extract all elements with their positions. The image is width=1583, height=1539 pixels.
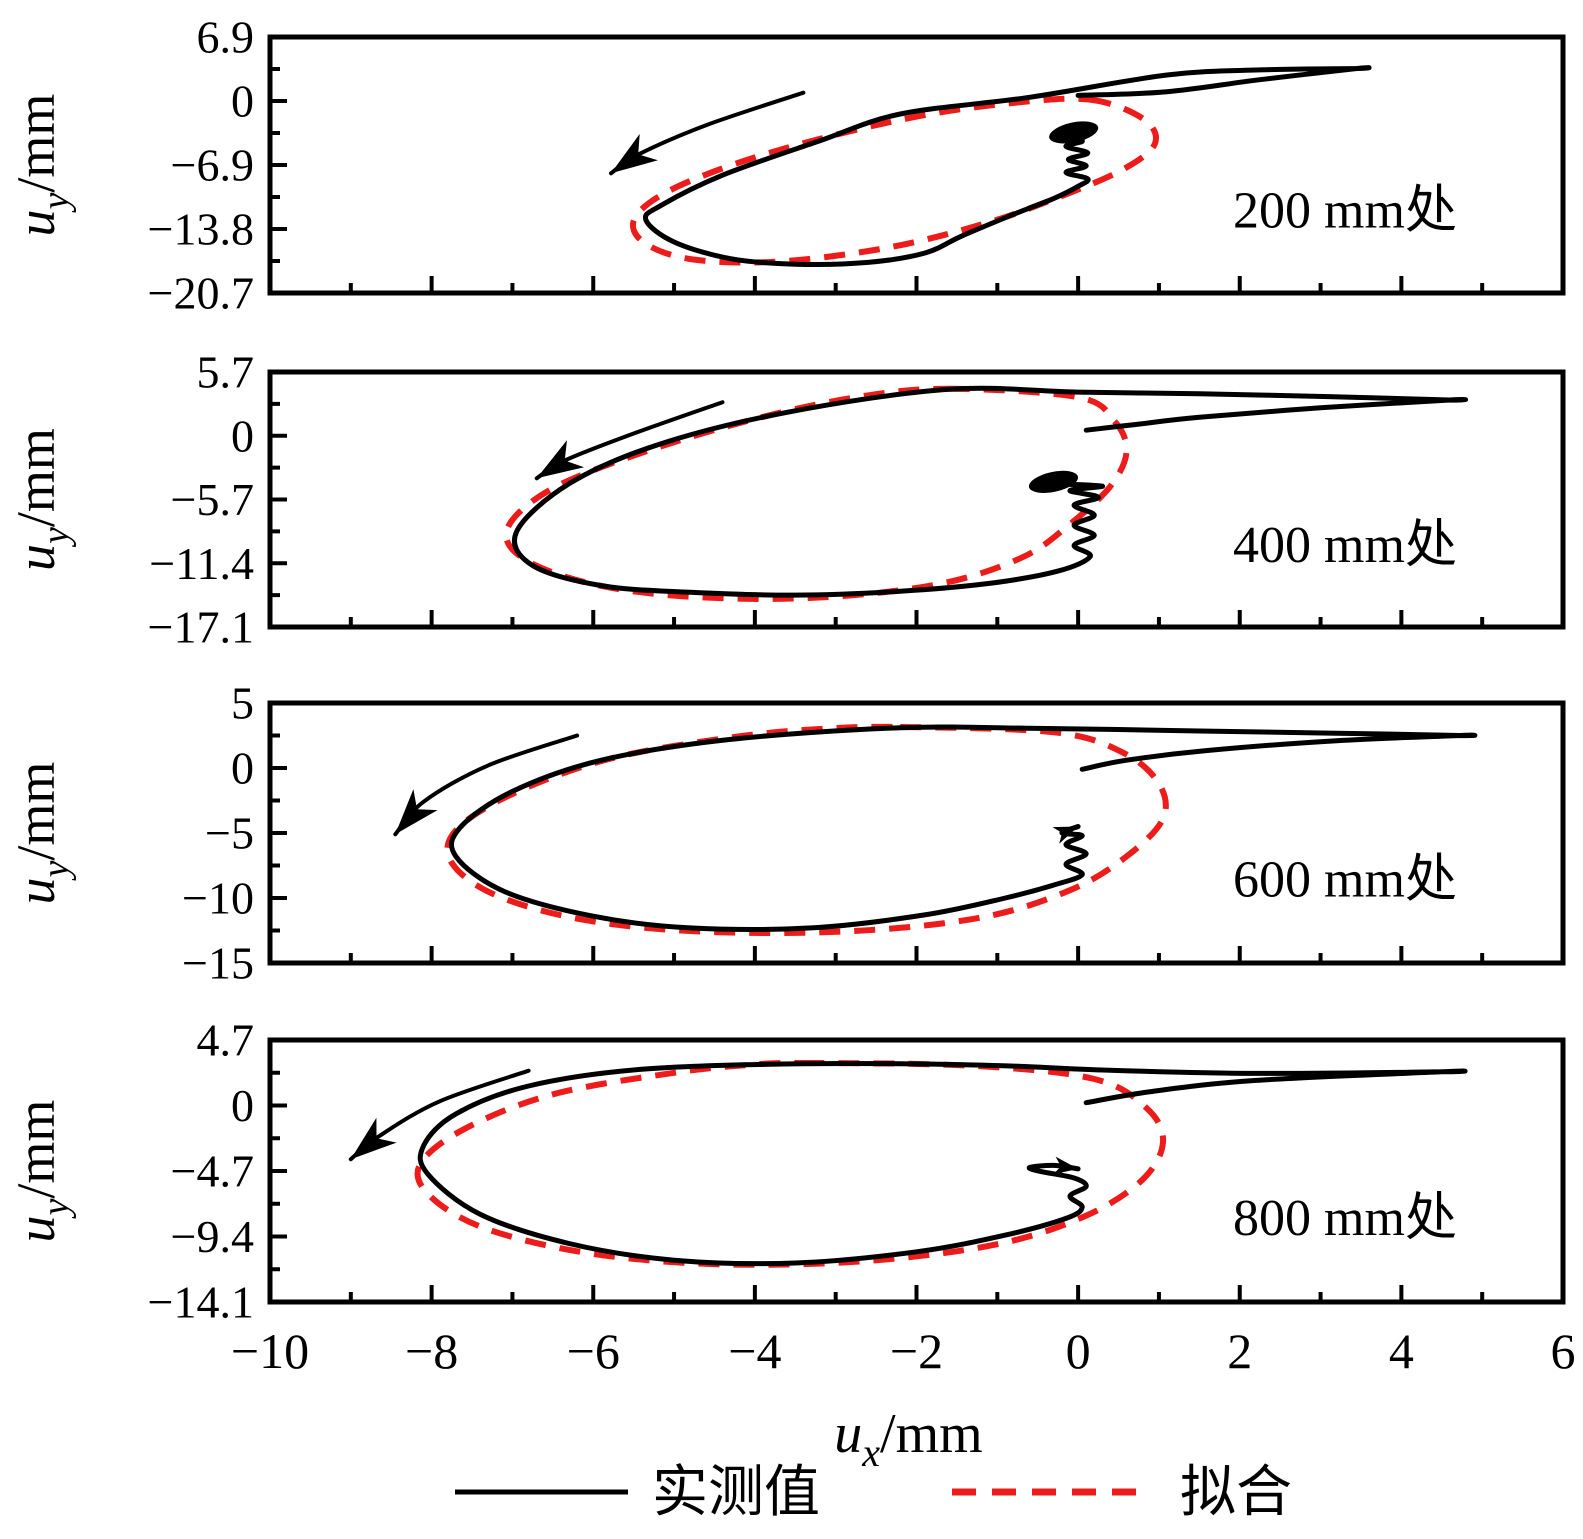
y-axis-title: uy/mm [6, 762, 77, 905]
location-label: 800 mm处 [1233, 1190, 1457, 1247]
y-tick-label: 5.7 [197, 347, 255, 398]
y-tick-label: −4.7 [171, 1146, 254, 1197]
squiggle-end-arrowhead [1053, 1156, 1079, 1175]
y-tick-label: 0 [231, 410, 254, 461]
x-tick-label: −6 [567, 1323, 620, 1379]
panel-frame [267, 369, 1566, 630]
x-tick-label: 0 [1066, 1323, 1091, 1379]
legend-fit-label: 拟合 [1180, 1462, 1292, 1524]
measured-curve [511, 385, 1469, 598]
y-tick-label: −10 [182, 873, 254, 924]
location-label: 200 mm处 [1233, 183, 1457, 240]
y-tick-label: 0 [231, 1080, 254, 1131]
panel-200mm: 6.9 0 −6.9 −13.8 −20.7 200 mm处 uy/mm [6, 12, 1566, 319]
direction-arrowhead [395, 789, 438, 835]
measured-curve [642, 65, 1372, 267]
fit-curve [503, 385, 1130, 602]
y-tick-label: −6.9 [171, 140, 254, 191]
y-tick-label: −5 [205, 808, 254, 859]
x-axis-title: ux/mm [834, 1403, 982, 1475]
y-tick-label: −13.8 [148, 204, 254, 255]
y-tick-label: 5 [231, 678, 254, 729]
x-tick-label: −8 [405, 1323, 458, 1379]
axis-ticks [268, 701, 1565, 965]
y-tick-label: −11.4 [149, 538, 254, 589]
y-tick-label: 0 [231, 743, 254, 794]
y-tick-label: −17.1 [148, 602, 254, 653]
y-axis-title: uy/mm [6, 1100, 77, 1243]
x-tick-label: 4 [1389, 1323, 1414, 1379]
y-tick-label: −14.1 [148, 1277, 254, 1328]
panel-frame [267, 1037, 1566, 1305]
x-tick-label: 6 [1551, 1323, 1576, 1379]
direction-arrowhead [611, 133, 658, 174]
x-tick-label: 2 [1227, 1323, 1252, 1379]
direction-arrowhead [536, 440, 585, 479]
panel-frame [267, 34, 1566, 296]
panel-800mm: 4.7 0 −4.7 −9.4 −14.1 800 mm处 uy/mm [6, 1015, 1566, 1328]
y-tick-label: −5.7 [171, 474, 254, 525]
y-tick-label: −20.7 [148, 268, 254, 319]
y-tick-label: 0 [231, 76, 254, 127]
fit-curve [630, 95, 1159, 266]
panel-400mm: 5.7 0 −5.7 −11.4 −17.1 400 mm处 uy/mm [6, 347, 1566, 653]
squiggle-end-arrowhead [1052, 826, 1079, 844]
measured-curve [448, 724, 1478, 932]
location-label: 400 mm处 [1233, 517, 1457, 574]
y-tick-label: −15 [182, 938, 254, 989]
legend: 实测值 拟合 [455, 1462, 1292, 1524]
direction-arrow [393, 733, 580, 837]
measured-curve [417, 1060, 1468, 1267]
direction-arrowhead [350, 1117, 397, 1160]
panel-frame [267, 700, 1566, 966]
y-tick-label: 4.7 [197, 1015, 255, 1066]
x-tick-label: −10 [231, 1323, 309, 1379]
y-tick-label: −9.4 [171, 1211, 254, 1262]
x-tick-label: −4 [728, 1323, 781, 1379]
y-axis-title: uy/mm [6, 94, 77, 237]
y-tick-label: 6.9 [197, 12, 255, 63]
panel-600mm: 5 0 −5 −10 −15 600 mm处 uy/mm [6, 678, 1566, 989]
y-axis-title: uy/mm [6, 428, 77, 571]
location-label: 600 mm处 [1233, 852, 1457, 909]
x-tick-label: −2 [890, 1323, 943, 1379]
squiggle-end-blob [1049, 121, 1099, 144]
axis-ticks [268, 1038, 1565, 1304]
squiggle-end-blob [1028, 470, 1079, 493]
legend-measured-label: 实测值 [652, 1462, 820, 1524]
